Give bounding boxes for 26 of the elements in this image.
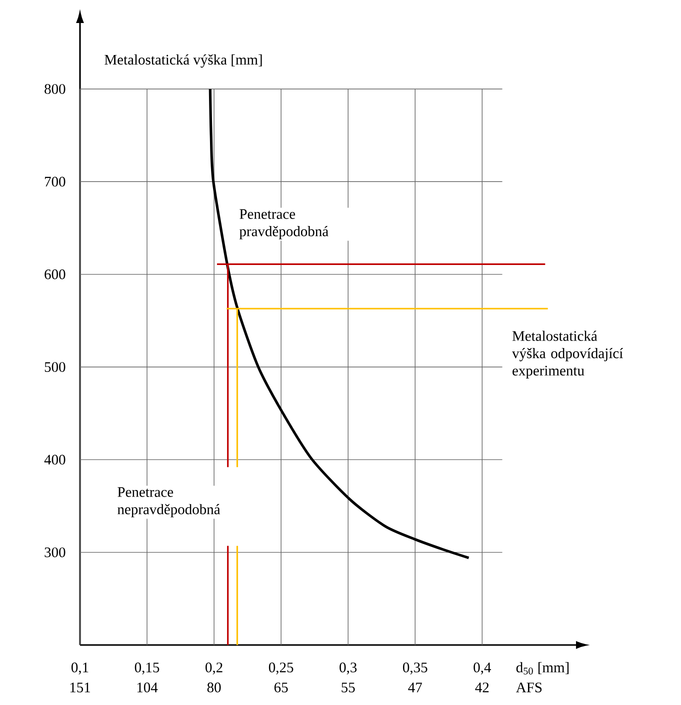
y-tick-label: 800	[44, 84, 66, 94]
x-tick-label: 0,1	[71, 662, 88, 674]
text: 104	[137, 682, 158, 692]
y-tick-label: 300	[44, 547, 66, 558]
text: 55	[342, 682, 355, 692]
y-tick-label: 700	[45, 176, 66, 187]
text: AFS	[516, 682, 542, 692]
text: 42	[475, 682, 489, 692]
y-axis-title: Metalostatická výška [mm]	[104, 54, 262, 68]
x-axis-title: d$_{50}$ [mm]	[516, 662, 569, 674]
x-tick-label: 0,15	[134, 662, 160, 674]
x-tick-label: 0,3	[340, 662, 357, 674]
x-tick-label: 0,25	[268, 662, 294, 674]
x-tick-label: 0,2	[206, 662, 222, 674]
y-tick-label: 500	[44, 362, 66, 372]
text: 151	[70, 682, 90, 692]
text: 80	[207, 682, 221, 692]
annotation: Metalostatická výška odpovídající experimentu	[512, 330, 624, 379]
text: 65	[274, 682, 288, 692]
text: 47	[408, 682, 422, 692]
x-tick-label: 0,4	[474, 662, 491, 674]
y-tick-label: 600	[44, 269, 66, 280]
annotation: Penetrace nepravděpodobná	[118, 487, 220, 518]
y-tick-label: 400	[44, 454, 66, 465]
x-tick-label: 0,35	[402, 662, 428, 674]
annotation: Penetrace pravděpodobná	[239, 209, 328, 240]
